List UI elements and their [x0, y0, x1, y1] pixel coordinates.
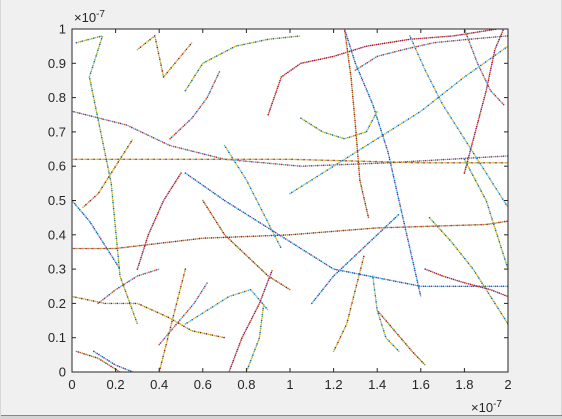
x-tick-label: 1 — [286, 377, 293, 392]
y-tick-label: 0.1 — [48, 330, 66, 345]
x-tick-labels: 0 0.2 0.4 0.6 0.8 1 1.2 1.4 1.6 1.8 2 — [68, 377, 511, 392]
y-tick-label: 1 — [59, 22, 66, 37]
y-tick-label: 0.4 — [48, 227, 66, 242]
x-tick-label: 1.4 — [368, 377, 386, 392]
y-tick-label: 0.6 — [48, 159, 66, 174]
x-tick-label: 0.6 — [194, 377, 212, 392]
y-exponent-label: ×10-7 — [74, 9, 105, 25]
y-exponent: -7 — [96, 9, 105, 20]
axes-background — [72, 29, 508, 372]
x-tick-label: 0.2 — [107, 377, 125, 392]
x-tick-label: 0 — [68, 377, 75, 392]
x-tick-label: 0.8 — [237, 377, 255, 392]
y-tick-labels: 0 0.1 0.2 0.3 0.4 0.5 0.6 0.7 0.8 0.9 1 — [48, 22, 66, 380]
x-exponent: -7 — [493, 399, 502, 410]
y-tick-label: 0.5 — [48, 193, 66, 208]
x-tick-label: 2 — [504, 377, 511, 392]
y-tick-label: 0.2 — [48, 296, 66, 311]
x-tick-label: 0.4 — [150, 377, 168, 392]
y-multiplier: ×10 — [74, 10, 96, 25]
x-tick-label: 1.6 — [412, 377, 430, 392]
y-tick-label: 0.9 — [48, 56, 66, 71]
y-tick-label: 0.8 — [48, 90, 66, 105]
x-exponent-label: ×10-7 — [471, 399, 502, 415]
y-tick-label: 0 — [59, 365, 66, 380]
window-bottom-border — [1, 415, 562, 419]
x-multiplier: ×10 — [471, 400, 493, 415]
x-tick-label: 1.2 — [325, 377, 343, 392]
y-tick-label: 0.7 — [48, 124, 66, 139]
y-tick-label: 0.3 — [48, 262, 66, 277]
x-tick-label: 1.8 — [455, 377, 473, 392]
